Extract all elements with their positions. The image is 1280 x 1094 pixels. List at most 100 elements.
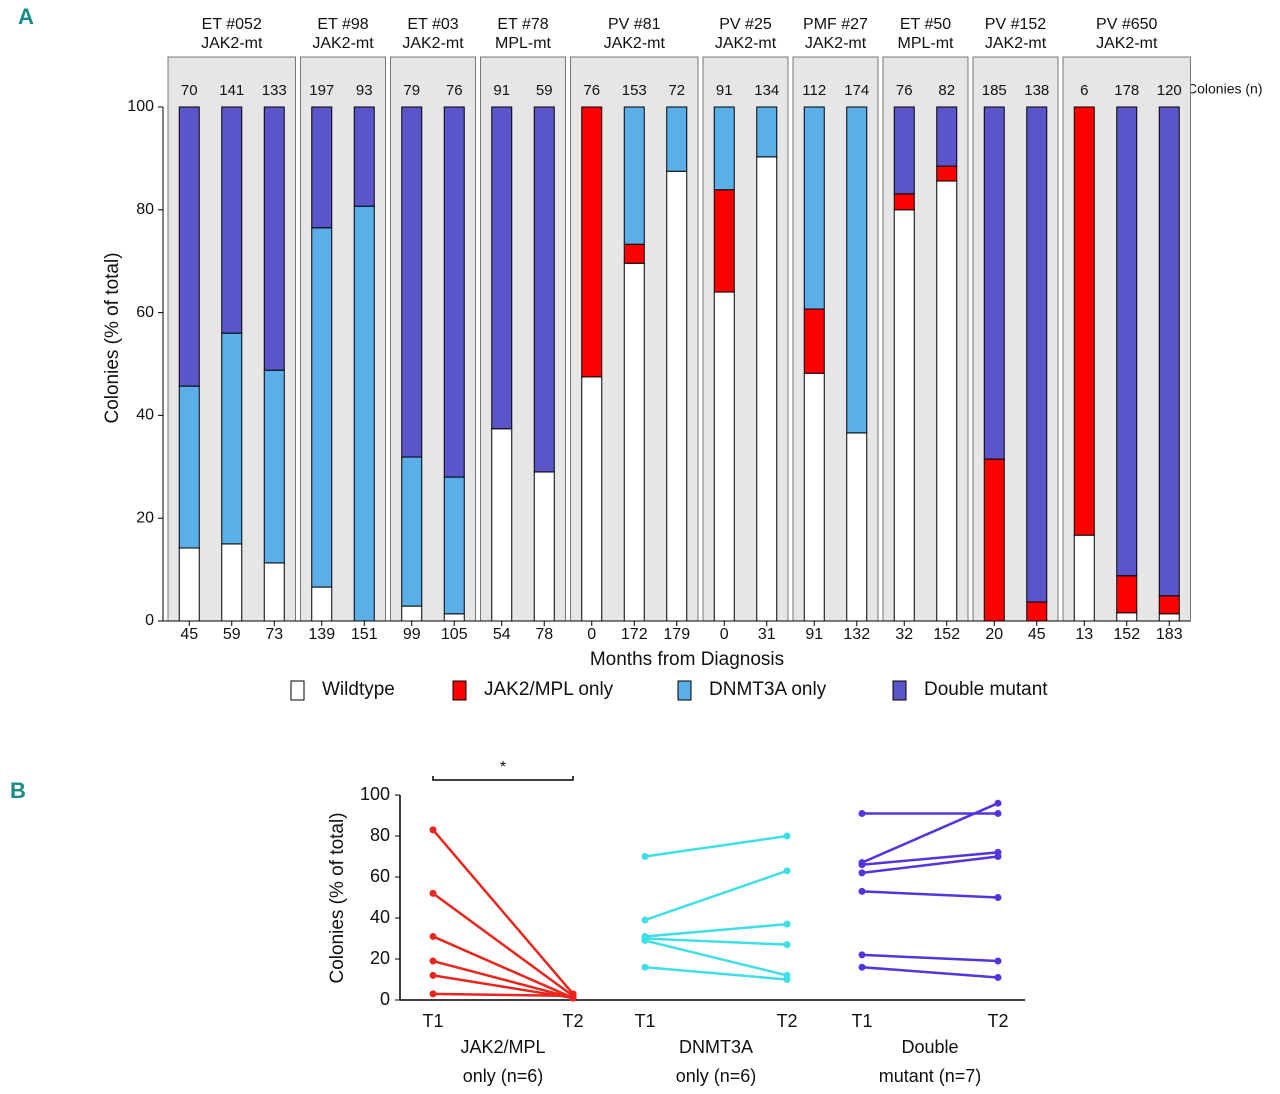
x-tick-label: T2 (776, 1011, 797, 1031)
bar-segment (893, 106, 915, 195)
bar-segment (1158, 595, 1180, 615)
point (994, 973, 1002, 981)
bar-segment (263, 106, 285, 371)
colony-count: 79 (403, 82, 420, 99)
paired-line (432, 959, 574, 1000)
group-subtitle: JAK2-mt (402, 35, 464, 52)
paired-line (432, 829, 574, 995)
point (994, 894, 1002, 901)
colony-count: 91 (716, 82, 733, 99)
x-tick-label: 152 (933, 626, 960, 643)
bar-segment (353, 106, 375, 207)
bar-segment (533, 106, 555, 473)
group-subtitle: JAK2-mt (985, 35, 1047, 52)
y-tick-label: 60 (370, 866, 390, 886)
x-tick-label: 78 (535, 626, 553, 643)
y-tick-label: 0 (145, 612, 154, 629)
paired-line (861, 851, 999, 866)
point (429, 990, 437, 998)
colony-count: 178 (1114, 82, 1139, 99)
y-tick-label: 0 (380, 989, 390, 1009)
colony-count: 82 (938, 82, 955, 99)
colony-count: 70 (181, 82, 198, 99)
bar-segment (353, 205, 375, 622)
group-subtitle: JAK2-mt (201, 35, 263, 52)
x-tick-label: 59 (223, 626, 241, 643)
bar-segment (846, 106, 868, 434)
point (641, 963, 649, 971)
bar-segment (263, 562, 285, 622)
significance-bracket (432, 776, 574, 781)
bar-segment (623, 262, 645, 622)
colony-count: 134 (754, 82, 779, 99)
bar-segment (713, 106, 735, 191)
x-tick-label: 91 (805, 626, 823, 643)
bar-segment (713, 189, 735, 293)
group-label: only (n=6) (676, 1066, 757, 1086)
x-tick-label: 45 (180, 626, 198, 643)
bar-segment (178, 547, 200, 622)
paired-line (644, 869, 788, 922)
bar-segment (1116, 575, 1138, 614)
bar-segment (491, 428, 513, 622)
x-tick-label: 151 (351, 626, 378, 643)
point (783, 832, 791, 840)
bar-segment (581, 376, 603, 622)
legend-label: Wildtype (322, 679, 395, 700)
bar-segment (983, 458, 1005, 622)
colony-count: 174 (844, 82, 869, 99)
bar-segment (936, 106, 958, 167)
point (783, 976, 791, 983)
group-title: PV #25 (719, 16, 772, 33)
point (858, 887, 866, 895)
y-tick-label: 60 (136, 304, 154, 321)
x-tick-label: 105 (441, 626, 468, 643)
bar-segment (401, 106, 423, 458)
x-tick-label: T2 (562, 1011, 583, 1031)
paired-line (432, 892, 574, 997)
paired-line (432, 935, 574, 1000)
colony-count: 72 (668, 82, 685, 99)
bar-segment (983, 106, 1005, 460)
bar-segment (221, 332, 243, 545)
point (858, 963, 866, 971)
bar-segment (581, 106, 603, 378)
y-axis-label: Colonies (% of total) (102, 252, 123, 423)
legend-swatch (452, 680, 467, 701)
point (429, 889, 437, 897)
paired-line (861, 802, 999, 864)
panel-label: A (18, 4, 34, 29)
group-subtitle: JAK2-mt (715, 35, 777, 52)
point (858, 809, 866, 817)
paired-line (861, 953, 999, 963)
colony-count: 133 (262, 82, 287, 99)
y-tick-label: 80 (370, 825, 390, 845)
bar-segment (803, 308, 825, 374)
bar-segment (401, 456, 423, 607)
x-tick-label: 183 (1156, 626, 1183, 643)
bar-segment (756, 156, 778, 622)
x-tick-label: 152 (1113, 626, 1140, 643)
bar-segment (178, 106, 200, 387)
x-tick-label: 172 (621, 626, 648, 643)
y-axis-label: Colonies (% of total) (327, 812, 348, 983)
x-axis-label: Months from Diagnosis (590, 649, 784, 670)
bar-segment (803, 372, 825, 622)
bar-segment (1116, 106, 1138, 577)
y-tick-label: 80 (136, 201, 154, 218)
group-title: ET #052 (202, 16, 262, 33)
paired-line (861, 965, 999, 979)
bar-segment (893, 209, 915, 622)
point (569, 992, 577, 1000)
bar-segment (533, 471, 555, 622)
group-title: PV #81 (608, 16, 661, 33)
bar-segment (846, 432, 868, 622)
point (858, 861, 866, 869)
group-label: JAK2/MPL (460, 1037, 545, 1057)
point (641, 853, 649, 860)
group-subtitle: MPL-mt (898, 35, 955, 52)
bar-segment (263, 369, 285, 564)
colony-count: 59 (536, 82, 553, 99)
point (429, 826, 437, 834)
y-tick-label: 20 (370, 948, 390, 968)
